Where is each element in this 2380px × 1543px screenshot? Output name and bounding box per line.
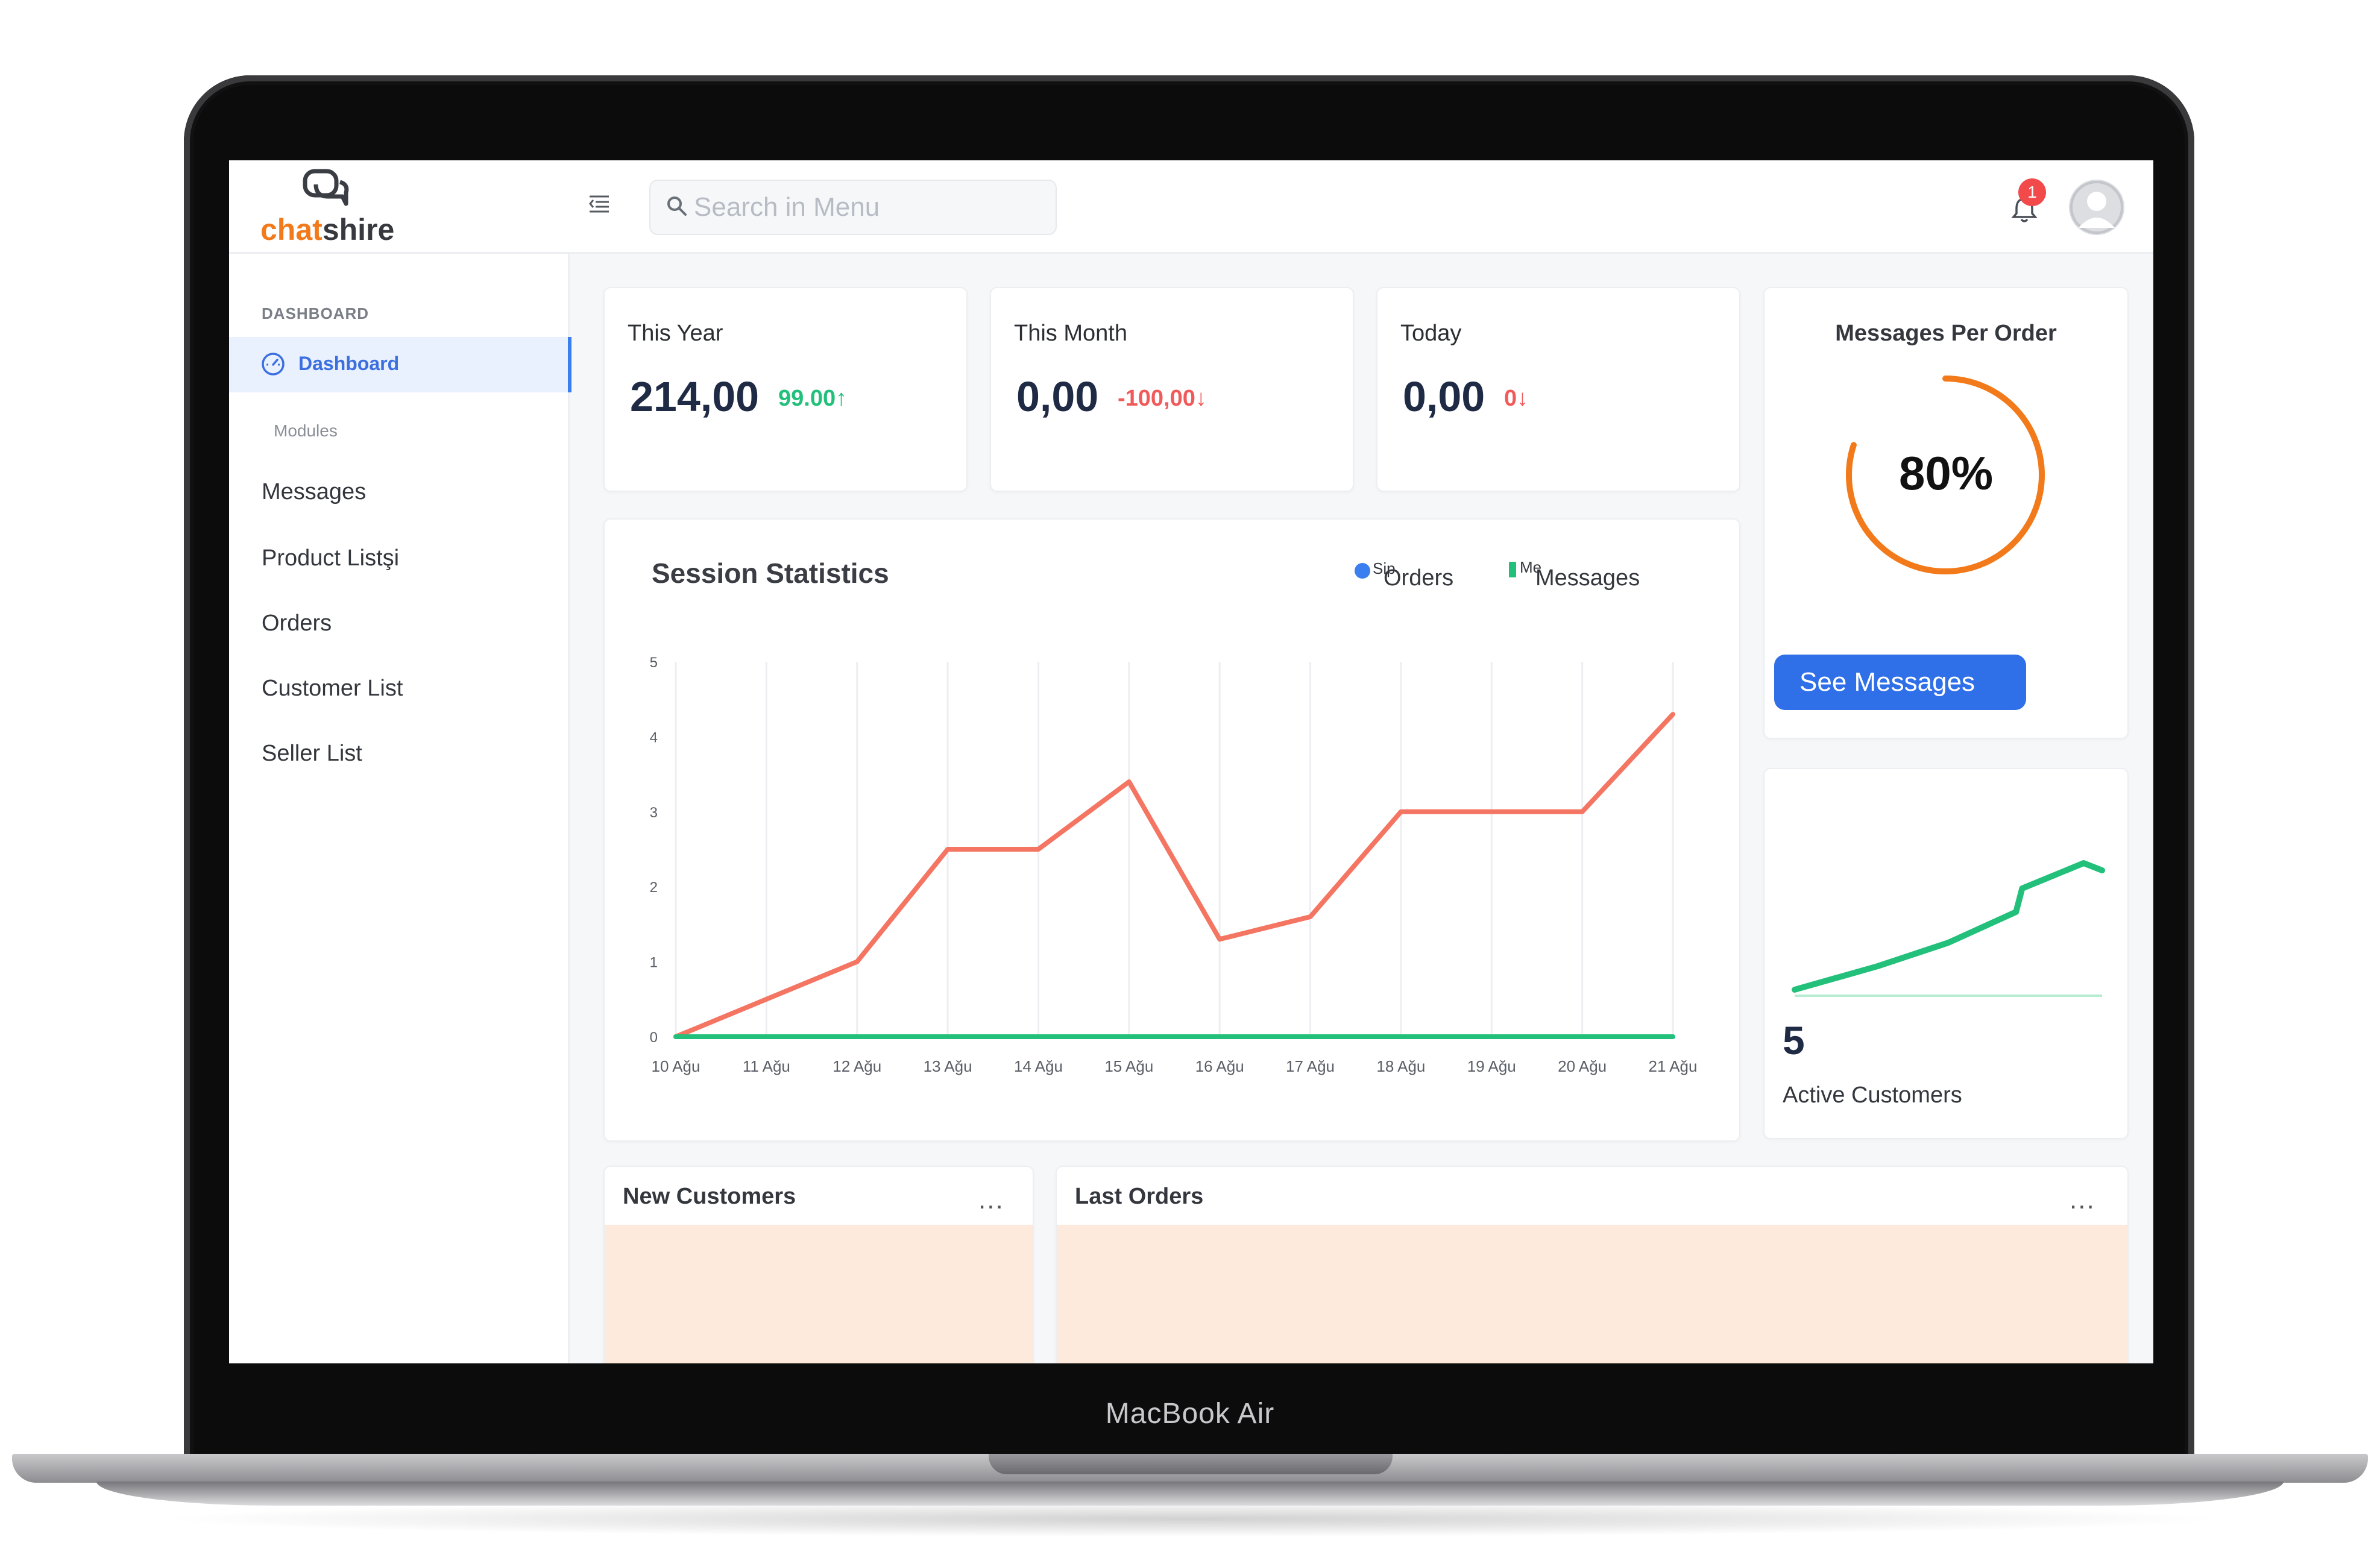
y-tick-label: 1	[650, 955, 658, 971]
stat-value: 0,00	[1403, 373, 1485, 420]
stat-delta: 0↓	[1504, 386, 1529, 411]
y-tick-label: 3	[650, 805, 658, 821]
laptop-base-foot	[96, 1482, 2284, 1506]
progress-ring-arc	[1846, 376, 2045, 574]
x-tick-label: 11 Ağu	[743, 1057, 790, 1075]
sidebar-item-seller-list[interactable]: Seller List	[262, 741, 362, 766]
progress-ring-label: 80%	[1898, 447, 1994, 500]
session-statistics-card: Session Statistics Sip Orders Me Message…	[603, 518, 1740, 1142]
y-tick-label: 4	[650, 729, 658, 746]
see-messages-button[interactable]: See Messages	[1774, 655, 2026, 710]
logo-text-part1: chat	[260, 213, 323, 247]
sidebar-section-title: DASHBOARD	[262, 304, 369, 322]
more-options-icon[interactable]: ...	[978, 1185, 1004, 1215]
user-icon	[2070, 181, 2123, 234]
x-tick-label: 12 Ağu	[833, 1057, 881, 1075]
messages-per-order-title: Messages Per Order	[1835, 321, 2057, 346]
sidebar-item-product-list[interactable]: Product Listşi	[262, 545, 400, 571]
legend-messages-dot	[1509, 562, 1516, 577]
sidebar-modules-label: Modules	[274, 421, 338, 440]
last-orders-title: Last Orders	[1075, 1184, 1204, 1209]
stat-value: 0,00	[1016, 373, 1099, 420]
active-customers-card: 5 Active Customers	[1763, 768, 2129, 1139]
sidebar-item-dashboard[interactable]: Dashboard	[229, 337, 571, 392]
series-line-0	[673, 712, 1675, 1039]
sidebar-item-customer-list[interactable]: Customer List	[262, 676, 403, 701]
messages-per-order-card: Messages Per Order 80% See Messages	[1763, 287, 2129, 739]
new-customers-title: New Customers	[623, 1184, 796, 1209]
laptop-notch	[989, 1454, 1393, 1474]
session-statistics-title: Session Statistics	[652, 558, 889, 589]
chat-bubble-icon	[303, 169, 349, 206]
last-orders-content	[1057, 1225, 2127, 1363]
y-tick-label: 5	[650, 655, 658, 671]
search-box[interactable]	[649, 180, 1057, 235]
legend-orders-dot	[1355, 563, 1370, 579]
progress-ring	[1846, 376, 2045, 574]
legend-messages-short: Me	[1520, 558, 1542, 576]
sidebar: DASHBOARD Dashboard Modules Messages Pro…	[229, 254, 571, 1363]
stat-card-this-month: This Month 0,00 -100,00↓	[990, 287, 1354, 492]
stat-title: Today	[1400, 321, 1462, 346]
sidebar-item-dashboard-label: Dashboard	[298, 353, 400, 374]
more-options-icon[interactable]: ...	[2070, 1185, 2095, 1215]
sparkline-line	[1792, 860, 2105, 993]
x-tick-label: 15 Ağu	[1104, 1057, 1153, 1075]
y-tick-label: 0	[650, 1029, 658, 1046]
logo-text: chatshire	[260, 212, 394, 247]
active-customers-label: Active Customers	[1783, 1083, 1962, 1108]
session-line-chart: 10 Ağu 11 Ağu 12 Ağu 13 Ağu 14 Ağu 15 Ağu 16 A…	[650, 655, 1698, 1075]
sidebar-item-messages[interactable]: Messages	[262, 479, 367, 504]
stat-value: 214,00	[630, 373, 760, 420]
stat-card-today: Today 0,00 0↓	[1376, 287, 1740, 492]
stat-delta: -100,00↓	[1118, 386, 1207, 411]
laptop-shadow	[151, 1501, 2230, 1537]
new-customers-content	[605, 1225, 1033, 1363]
stat-title: This Year	[628, 321, 723, 346]
screen: chatshire 1	[229, 160, 2153, 1363]
notification-badge: 1	[2018, 178, 2046, 206]
last-orders-panel: Last Orders ...	[1056, 1166, 2129, 1363]
x-tick-label: 20 Ağu	[1558, 1057, 1607, 1075]
search-input[interactable]	[693, 189, 1045, 225]
stat-title: This Month	[1014, 321, 1127, 346]
x-tick-label: 13 Ağu	[924, 1057, 972, 1075]
menu-toggle-icon[interactable]	[586, 190, 612, 217]
legend-orders-short: Sip	[1373, 559, 1396, 577]
legend-orders-label[interactable]: Orders	[1384, 565, 1454, 591]
x-tick-label: 10 Ağu	[652, 1057, 700, 1075]
new-customers-panel: New Customers ...	[603, 1166, 1034, 1363]
logo[interactable]: chatshire	[260, 169, 399, 247]
x-tick-label: 16 Ağu	[1195, 1057, 1244, 1075]
stat-delta: 99.00↑	[778, 386, 848, 411]
sidebar-item-orders[interactable]: Orders	[262, 611, 332, 636]
search-icon	[667, 196, 687, 216]
dashboard-gauge-icon	[262, 353, 285, 376]
stat-card-this-year: This Year 214,00 99.00↑	[603, 287, 968, 492]
x-tick-label: 14 Ağu	[1014, 1057, 1063, 1075]
device-label: MacBook Air	[1105, 1398, 1275, 1430]
x-tick-label: 19 Ağu	[1467, 1057, 1516, 1075]
avatar[interactable]	[2069, 180, 2124, 235]
x-tick-label: 17 Ağu	[1286, 1057, 1335, 1075]
x-tick-label: 18 Ağu	[1376, 1057, 1425, 1075]
active-customers-value: 5	[1783, 1018, 1805, 1063]
logo-text-part2: shire	[322, 213, 395, 247]
legend-messages-label[interactable]: Messages	[1535, 565, 1640, 591]
active-customers-sparkline	[1792, 860, 2105, 997]
x-tick-label: 21 Ağu	[1649, 1057, 1698, 1075]
y-tick-label: 2	[650, 879, 658, 896]
topbar: chatshire 1	[229, 160, 2153, 254]
